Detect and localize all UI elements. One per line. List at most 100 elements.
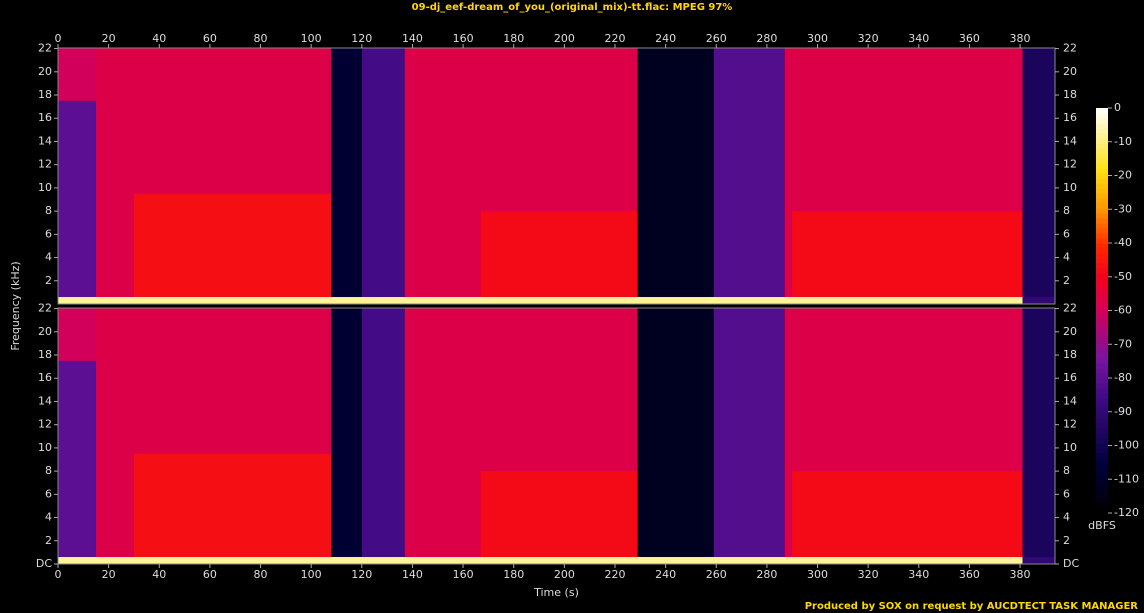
colorbar-segment	[1096, 453, 1108, 459]
colorbar-segment	[1096, 398, 1108, 404]
colorbar-segment	[1096, 488, 1108, 494]
colorbar-segment	[1096, 433, 1108, 439]
y-tick-label-right: 16	[1063, 111, 1077, 124]
y-tick-label: 22	[38, 42, 52, 55]
plot-frame	[57, 307, 1056, 565]
colorbar-segment	[1096, 283, 1108, 289]
y-tick-label: 20	[38, 325, 52, 338]
y-tick-label-right: 2	[1063, 534, 1070, 547]
colorbar-segment	[1096, 203, 1108, 209]
colorbar-segment	[1096, 498, 1108, 504]
colorbar-segment	[1096, 243, 1108, 249]
x-tick-label: 240	[655, 568, 676, 581]
colorbar-segment	[1096, 128, 1108, 134]
x-tick-label: 20	[102, 568, 116, 581]
y-tick-label: 8	[45, 464, 52, 477]
colorbar-segment	[1096, 413, 1108, 419]
colorbar-segment	[1096, 373, 1108, 379]
colorbar-segment	[1096, 383, 1108, 389]
y-tick-label: 16	[38, 111, 52, 124]
colorbar-segment	[1096, 213, 1108, 219]
colorbar-tick-label: -100	[1114, 439, 1139, 452]
colorbar-segment	[1096, 443, 1108, 449]
y-tick-label: DC	[36, 557, 52, 570]
colorbar-tick-label: -20	[1114, 169, 1132, 182]
spectral-region	[1022, 557, 1055, 564]
y-tick-label: 14	[38, 394, 52, 407]
footer: Produced by SOX on request by AUCDTECT T…	[805, 601, 1139, 612]
y-tick-label: 10	[38, 441, 52, 454]
spectral-region	[133, 453, 332, 558]
colorbar-segment	[1096, 293, 1108, 299]
y-tick-label-right: 4	[1063, 251, 1070, 264]
colorbar-segment	[1096, 263, 1108, 269]
y-tick-label: 8	[45, 204, 52, 217]
colorbar-tick-label: -50	[1114, 270, 1132, 283]
y-tick-label-right: 12	[1063, 418, 1077, 431]
spectral-region	[1022, 48, 1055, 298]
x-tick-label: 120	[351, 568, 372, 581]
x-tick-label: 140	[402, 568, 423, 581]
colorbar-segment	[1096, 338, 1108, 344]
x-tick-label: 300	[807, 568, 828, 581]
colorbar-tick-label: -60	[1114, 304, 1132, 317]
x-tick-label: 100	[301, 568, 322, 581]
colorbar-segment	[1096, 148, 1108, 154]
spectral-region	[480, 211, 638, 298]
y-tick-label: 20	[38, 65, 52, 78]
colorbar-segment	[1096, 193, 1108, 199]
x-tick-label: 280	[756, 32, 777, 45]
x-tick-label: 360	[959, 568, 980, 581]
colorbar-segment	[1096, 273, 1108, 279]
x-tick-label: 260	[706, 32, 727, 45]
x-tick-label: 340	[908, 568, 929, 581]
y-tick-label-right: 8	[1063, 464, 1070, 477]
colorbar-tick-label: -90	[1114, 405, 1132, 418]
colorbar-segment	[1096, 483, 1108, 489]
y-axis-label: Frequency (kHz)	[9, 261, 22, 350]
colorbar-segment	[1096, 438, 1108, 444]
y-tick-label-right: 18	[1063, 348, 1077, 361]
colorbar-segment	[1096, 178, 1108, 184]
x-tick-label: 240	[655, 32, 676, 45]
x-tick-label: 180	[503, 32, 524, 45]
x-tick-label: 300	[807, 32, 828, 45]
colorbar-segment	[1096, 358, 1108, 364]
colorbar-segment	[1096, 258, 1108, 264]
y-tick-label-right: DC	[1063, 557, 1079, 570]
y-tick-label: 18	[38, 88, 52, 101]
colorbar-segment	[1096, 183, 1108, 189]
x-tick-label: 40	[152, 32, 166, 45]
x-tick-label: 160	[453, 32, 474, 45]
y-tick-label: 4	[45, 251, 52, 264]
spectral-region	[331, 308, 362, 558]
x-tick-label: 80	[254, 568, 268, 581]
y-tick-label: 16	[38, 371, 52, 384]
colorbar-segment	[1096, 403, 1108, 409]
x-tick-label: 0	[55, 568, 62, 581]
colorbar-segment	[1096, 508, 1108, 514]
colorbar-segment	[1096, 143, 1108, 149]
colorbar-segment	[1096, 228, 1108, 234]
colorbar-segment	[1096, 353, 1108, 359]
colorbar-segment	[1096, 303, 1108, 309]
spectral-region	[58, 48, 96, 101]
x-tick-label: 320	[858, 568, 879, 581]
colorbar-segment	[1096, 418, 1108, 424]
y-tick-label-right: 22	[1063, 302, 1077, 315]
colorbar-segment	[1096, 428, 1108, 434]
colorbar-tick-label: -10	[1114, 135, 1132, 148]
y-tick-label: 12	[38, 158, 52, 171]
colorbar-segment	[1096, 138, 1108, 144]
colorbar-segment	[1096, 218, 1108, 224]
x-tick-label: 260	[706, 568, 727, 581]
x-tick-label: 380	[1010, 568, 1031, 581]
y-tick-label: 2	[45, 534, 52, 547]
y-tick-label-right: 4	[1063, 511, 1070, 524]
x-tick-label: 60	[203, 32, 217, 45]
colorbar-segment	[1096, 233, 1108, 239]
spectral-region	[637, 48, 714, 298]
colorbar-segment	[1096, 198, 1108, 204]
y-tick-label-right: 2	[1063, 274, 1070, 287]
